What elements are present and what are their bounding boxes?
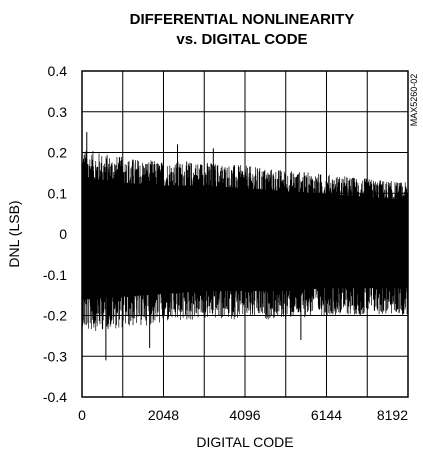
y-tick-label: -0.3 <box>43 348 67 364</box>
part-number-label: MAX5260-02 <box>409 74 419 127</box>
y-tick-label: 0.2 <box>48 145 68 161</box>
x-axis-label: DIGITAL CODE <box>196 434 293 450</box>
y-tick-label: -0.2 <box>43 308 67 324</box>
dnl-outlier-spikes <box>86 132 302 361</box>
y-tick-label: 0.4 <box>48 63 68 79</box>
chart-title-line1: DIFFERENTIAL NONLINEARITY <box>130 11 355 28</box>
x-tick-label: 6144 <box>311 407 342 423</box>
y-tick-label: -0.4 <box>43 389 67 405</box>
y-tick-labels: 0.4 0.3 0.2 0.1 0 -0.1 -0.2 -0.3 -0.4 <box>43 63 67 405</box>
y-axis-label: DNL (LSB) <box>6 200 22 267</box>
plot-frame <box>81 70 409 398</box>
x-tick-labels: 0 2048 4096 6144 8192 <box>78 407 408 423</box>
x-tick-label: 0 <box>78 407 86 423</box>
chart-title-line2: vs. DIGITAL CODE <box>176 31 307 48</box>
x-tick-label: 4096 <box>229 407 260 423</box>
dnl-data-series <box>81 132 409 361</box>
y-tick-label: -0.1 <box>43 267 67 283</box>
x-tick-label: 8192 <box>377 407 408 423</box>
y-tick-label: 0.1 <box>48 185 68 201</box>
y-tick-label: 0 <box>59 226 67 242</box>
x-tick-label: 2048 <box>148 407 179 423</box>
y-tick-label: 0.3 <box>48 104 68 120</box>
dnl-noise-traces <box>81 150 409 333</box>
